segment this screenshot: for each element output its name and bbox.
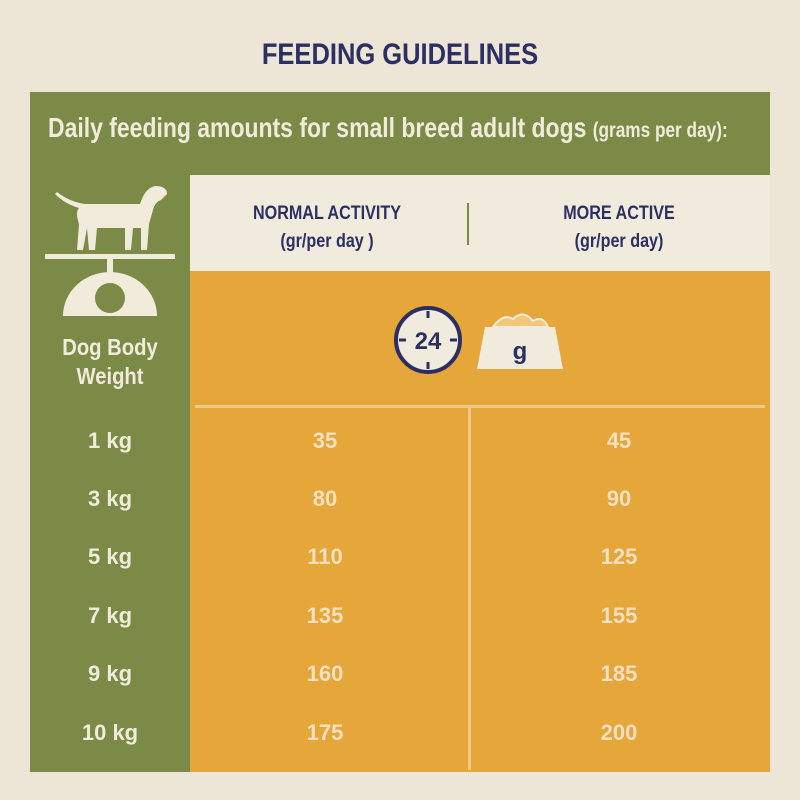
- more-active-value: 125: [600, 544, 638, 569]
- scale-icon: [45, 254, 175, 316]
- column-header-active: MORE ACTIVE (gr/per day): [563, 203, 675, 252]
- food-bowl-icon: g: [477, 313, 563, 369]
- dog-icon: [55, 186, 167, 250]
- weight-label: 7 kg: [87, 603, 133, 628]
- dog-on-scale-icon: [45, 186, 175, 316]
- weight-label: 1 kg: [87, 428, 133, 453]
- clock-24-icon: 24: [394, 306, 462, 374]
- weight-label: 3 kg: [87, 486, 133, 511]
- normal-activity-value: 160: [306, 661, 344, 686]
- weight-label: 9 kg: [87, 661, 133, 686]
- subtitle-main: Daily feeding amounts for small breed ad…: [48, 112, 587, 143]
- svg-text:24: 24: [415, 328, 442, 355]
- normal-activity-value: 80: [312, 486, 338, 511]
- normal-activity-value: 135: [306, 603, 344, 628]
- svg-text:g: g: [513, 338, 528, 365]
- daily-icons: 24 g: [394, 306, 563, 374]
- page-title: FEEDING GUIDELINES: [261, 38, 539, 71]
- more-active-value: 90: [606, 486, 632, 511]
- weight-label: 5 kg: [87, 544, 133, 569]
- more-active-value: 45: [606, 428, 632, 453]
- more-active-value: 155: [600, 603, 638, 628]
- normal-activity-value: 35: [312, 428, 338, 453]
- subtitle: Daily feeding amounts for small breed ad…: [48, 112, 728, 144]
- normal-activity-value: 175: [306, 720, 344, 745]
- more-active-value: 185: [600, 661, 638, 686]
- normal-activity-value: 110: [307, 544, 343, 569]
- header-divider: [467, 203, 469, 245]
- column-header-normal: NORMAL ACTIVITY (gr/per day ): [252, 203, 402, 252]
- table-divider-horizontal: [195, 405, 765, 408]
- weight-column-label: Dog Body Weight: [62, 334, 158, 389]
- table-divider-vertical: [468, 408, 471, 770]
- subtitle-unit: (grams per day):: [592, 119, 728, 142]
- more-active-value: 200: [600, 720, 638, 745]
- column-header-band: [190, 175, 770, 271]
- weight-label: 10 kg: [81, 720, 139, 745]
